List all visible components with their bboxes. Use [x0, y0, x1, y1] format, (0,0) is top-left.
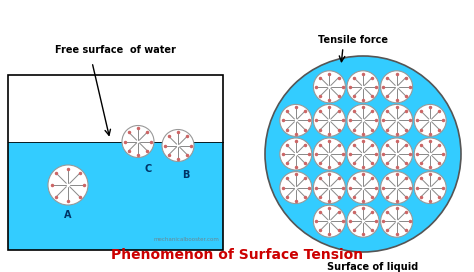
Circle shape	[381, 138, 412, 170]
Circle shape	[381, 71, 412, 103]
Circle shape	[313, 172, 346, 204]
Text: C: C	[145, 163, 152, 174]
Text: B: B	[182, 169, 190, 180]
Circle shape	[280, 138, 312, 170]
Circle shape	[414, 172, 446, 204]
Circle shape	[414, 138, 446, 170]
Circle shape	[313, 138, 346, 170]
Circle shape	[414, 104, 446, 136]
Text: mechanicalbooster.com: mechanicalbooster.com	[153, 237, 219, 242]
Text: Free surface  of water: Free surface of water	[55, 45, 176, 55]
Circle shape	[122, 125, 154, 157]
Circle shape	[381, 104, 412, 136]
Text: Phenomenon of Surface Tension: Phenomenon of Surface Tension	[111, 248, 363, 262]
Circle shape	[347, 138, 379, 170]
Circle shape	[347, 104, 379, 136]
Circle shape	[280, 104, 312, 136]
Circle shape	[381, 172, 412, 204]
Bar	[8, 141, 223, 250]
Circle shape	[347, 205, 379, 237]
Circle shape	[347, 71, 379, 103]
Text: Tensile force: Tensile force	[318, 35, 388, 45]
Circle shape	[265, 56, 461, 252]
Circle shape	[347, 172, 379, 204]
Circle shape	[48, 165, 88, 205]
Circle shape	[313, 104, 346, 136]
Circle shape	[313, 205, 346, 237]
Text: Surface of liquid
Seen from the top: Surface of liquid Seen from the top	[323, 262, 423, 272]
Circle shape	[162, 129, 194, 162]
Circle shape	[381, 205, 412, 237]
Text: A: A	[64, 210, 72, 220]
Circle shape	[313, 71, 346, 103]
Circle shape	[280, 172, 312, 204]
Bar	[8, 75, 223, 250]
